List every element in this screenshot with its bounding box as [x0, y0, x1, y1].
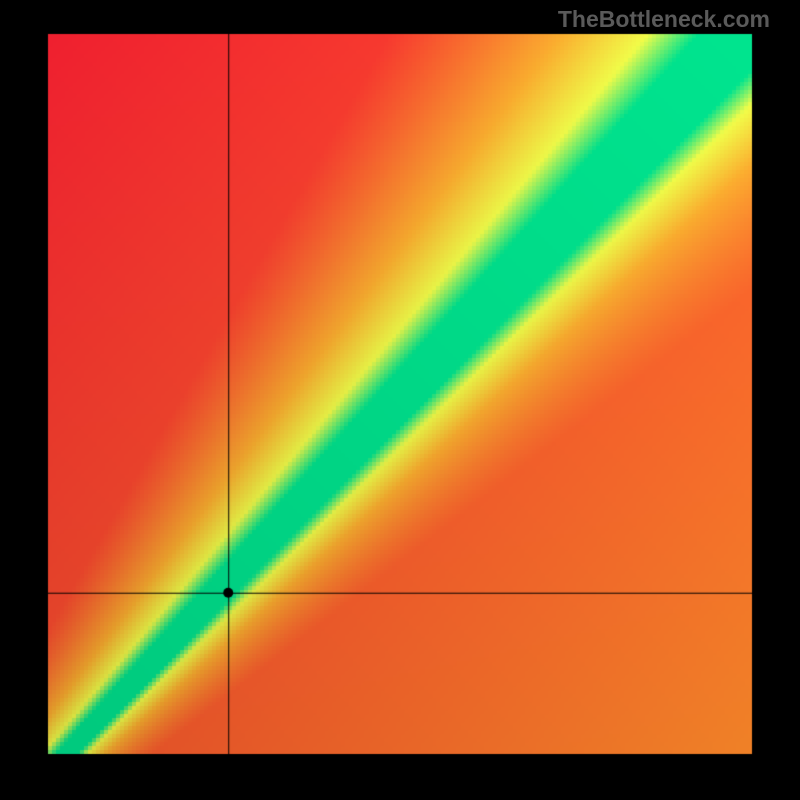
heatmap-canvas: [0, 0, 800, 800]
chart-container: TheBottleneck.com: [0, 0, 800, 800]
watermark-text: TheBottleneck.com: [558, 6, 770, 33]
